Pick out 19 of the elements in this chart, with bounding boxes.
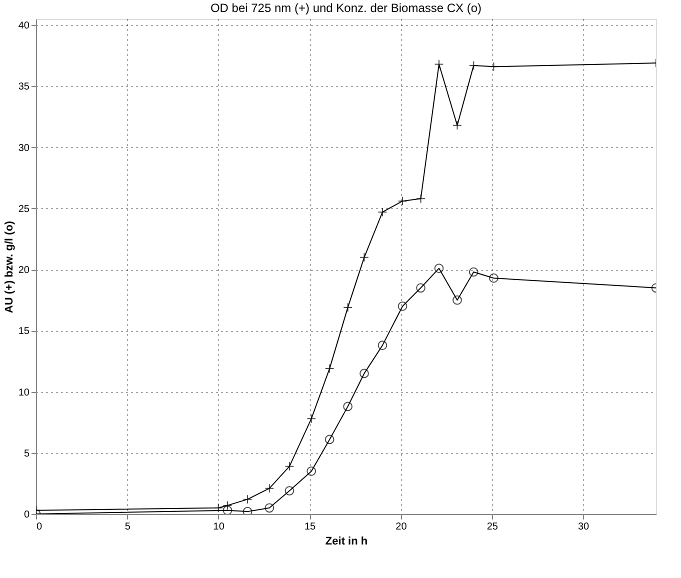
y-tick-label: 10 [18, 387, 30, 398]
x-tick-label: 5 [124, 522, 131, 532]
x-axis-title: Zeit in h [325, 536, 368, 548]
y-tick-label: 35 [18, 82, 30, 93]
y-axis-title: AU (+) bzw. g/l (o) [3, 220, 16, 314]
y-tick-label: 5 [24, 448, 30, 460]
chart-title: OD bei 725 nm (+) und Konz. der Biomasse CX (o) [210, 1, 482, 15]
y-tick-label: 20 [18, 265, 30, 276]
y-tick-label: 40 [18, 20, 30, 32]
y-tick-label: 0 [24, 510, 30, 520]
y-tick-label: 25 [18, 204, 30, 215]
x-tick-label: 25 [486, 522, 498, 532]
x-tick-label: 0 [36, 522, 42, 532]
x-tick-label: 30 [578, 522, 590, 532]
x-tick-label: 20 [396, 522, 408, 532]
x-tick-label: 15 [304, 522, 316, 532]
y-tick-label: 30 [18, 142, 30, 154]
x-tick-label: 10 [213, 522, 225, 532]
y-tick-label: 15 [18, 326, 30, 338]
